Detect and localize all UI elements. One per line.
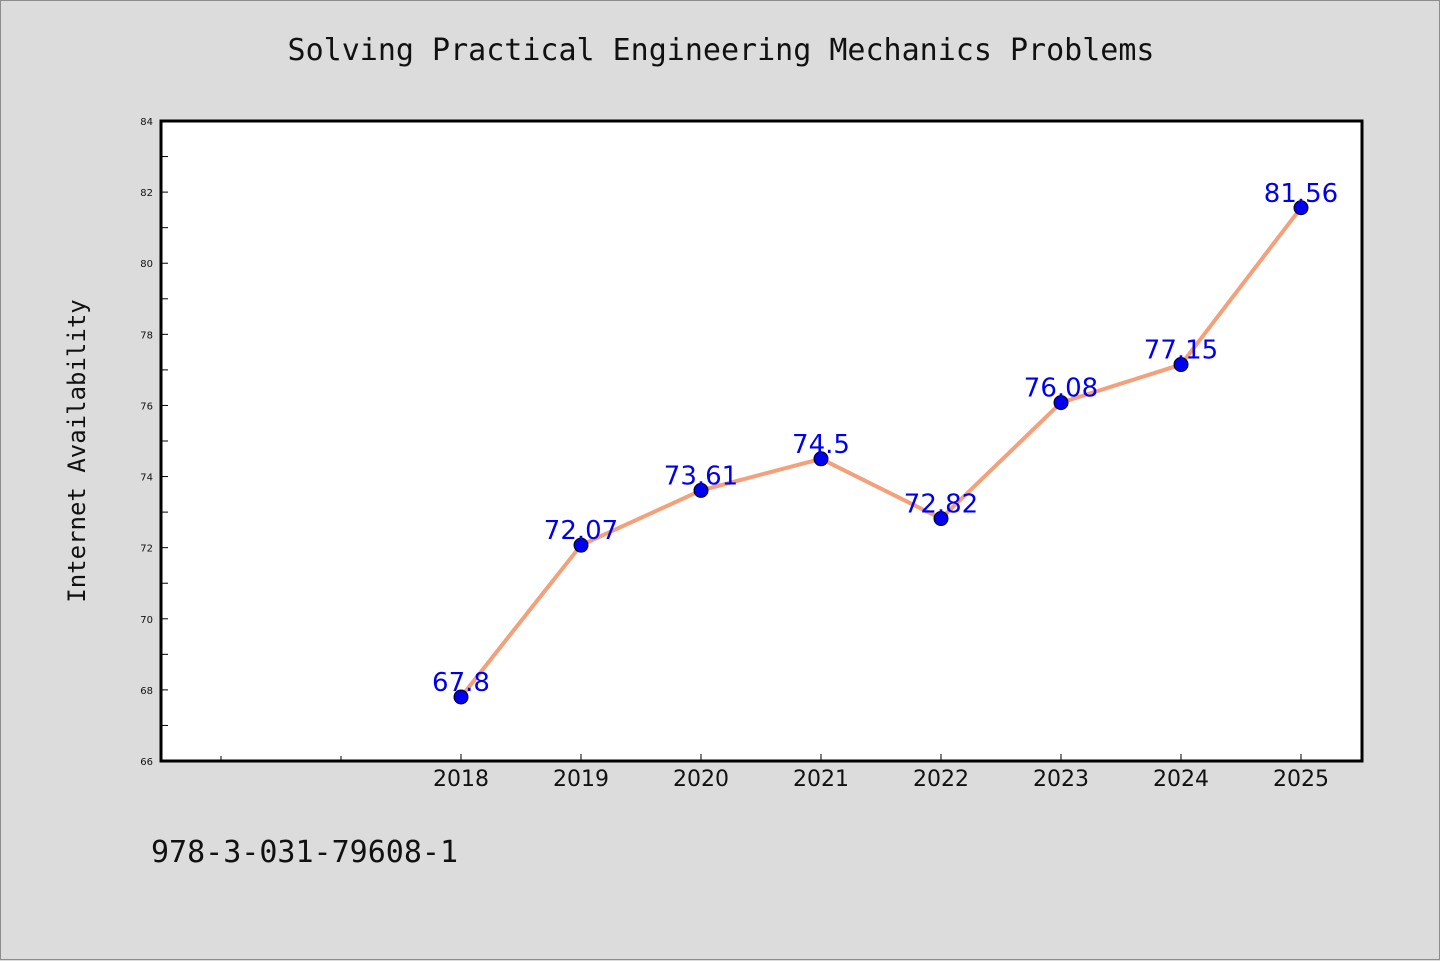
data-point-marker [933, 511, 949, 527]
x-tick-label: 2024 [1153, 767, 1209, 792]
x-tick-label: 2020 [673, 767, 729, 792]
y-tick-label: 82 [140, 188, 153, 199]
x-tick-label: 2025 [1273, 767, 1329, 792]
x-tick-label: 2022 [913, 767, 969, 792]
series-line [459, 206, 1303, 699]
data-point-marker [693, 482, 709, 498]
y-tick-label: 78 [140, 330, 153, 341]
data-point-marker [1173, 357, 1189, 373]
chart-title: Solving Practical Engineering Mechanics … [287, 33, 1155, 68]
data-label: 72.07 [544, 516, 618, 546]
data-point-marker [1293, 200, 1309, 216]
y-tick-label: 72 [140, 544, 153, 555]
x-tick-label: 2019 [553, 767, 609, 792]
data-point-marker [453, 689, 469, 705]
data-label: 81.56 [1264, 179, 1338, 209]
y-tick-label: 80 [140, 259, 153, 270]
data-point-marker [573, 537, 589, 553]
y-tick-label: 68 [140, 686, 153, 697]
data-label: 67.8 [432, 668, 490, 698]
data-label: 76.08 [1024, 374, 1098, 404]
y-tick-label: 76 [140, 401, 153, 412]
x-tick-label: 2023 [1033, 767, 1089, 792]
isbn-text: 978-3-031-79608-1 [151, 835, 459, 870]
data-label: 74.5 [792, 430, 850, 460]
data-label: 72.82 [904, 490, 978, 520]
x-tick-label: 2018 [433, 767, 489, 792]
y-tick-label: 74 [140, 473, 153, 484]
y-tick-label: 66 [140, 757, 153, 768]
x-tick-label: 2021 [793, 767, 849, 792]
data-point-marker [1053, 395, 1069, 411]
plot-frame [159, 119, 1364, 763]
data-label: 77.15 [1144, 336, 1218, 366]
y-tick-label: 84 [140, 117, 153, 128]
y-tick-label: 70 [140, 615, 153, 626]
data-label: 73.61 [664, 461, 738, 491]
data-point-marker [813, 451, 829, 467]
